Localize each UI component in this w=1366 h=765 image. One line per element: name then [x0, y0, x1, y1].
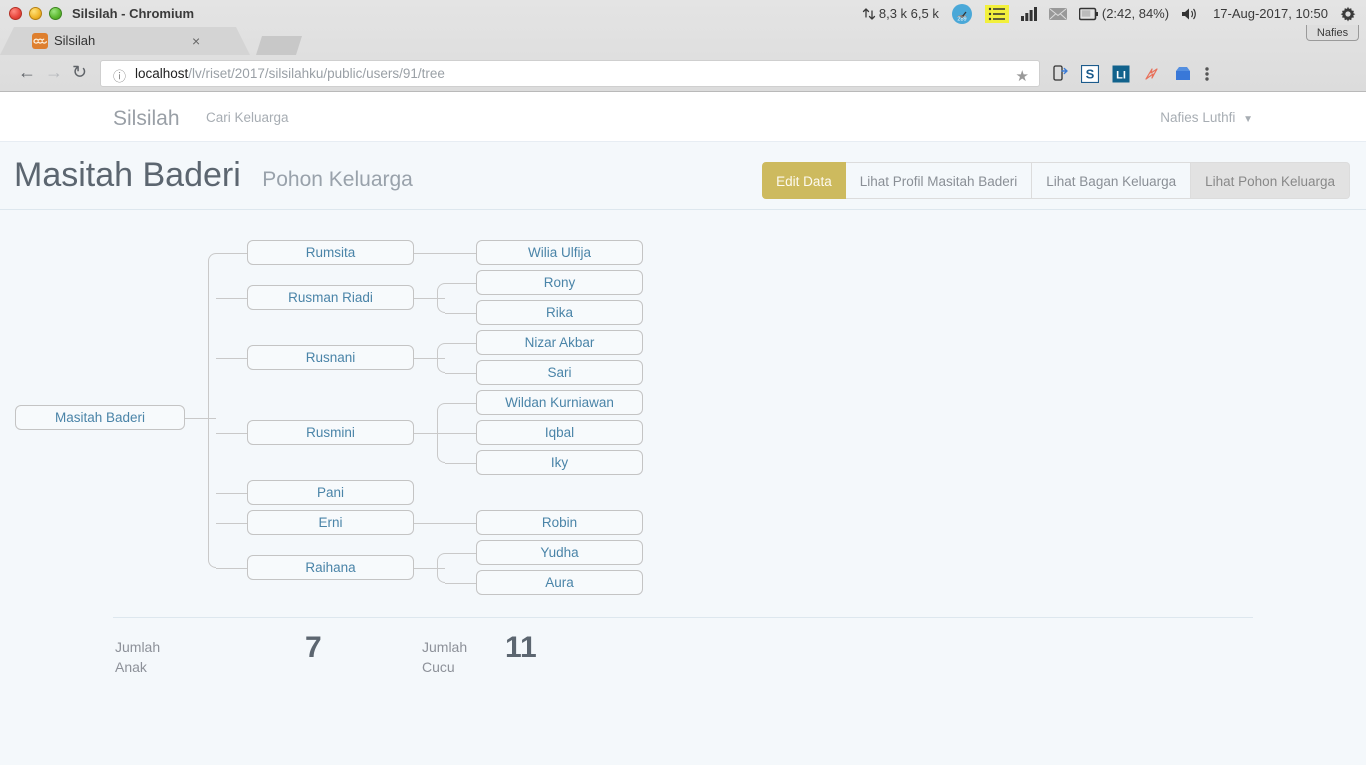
svg-text:LI: LI — [1116, 70, 1126, 82]
svg-text:S: S — [1086, 67, 1095, 82]
svg-text:289: 289 — [957, 16, 966, 22]
